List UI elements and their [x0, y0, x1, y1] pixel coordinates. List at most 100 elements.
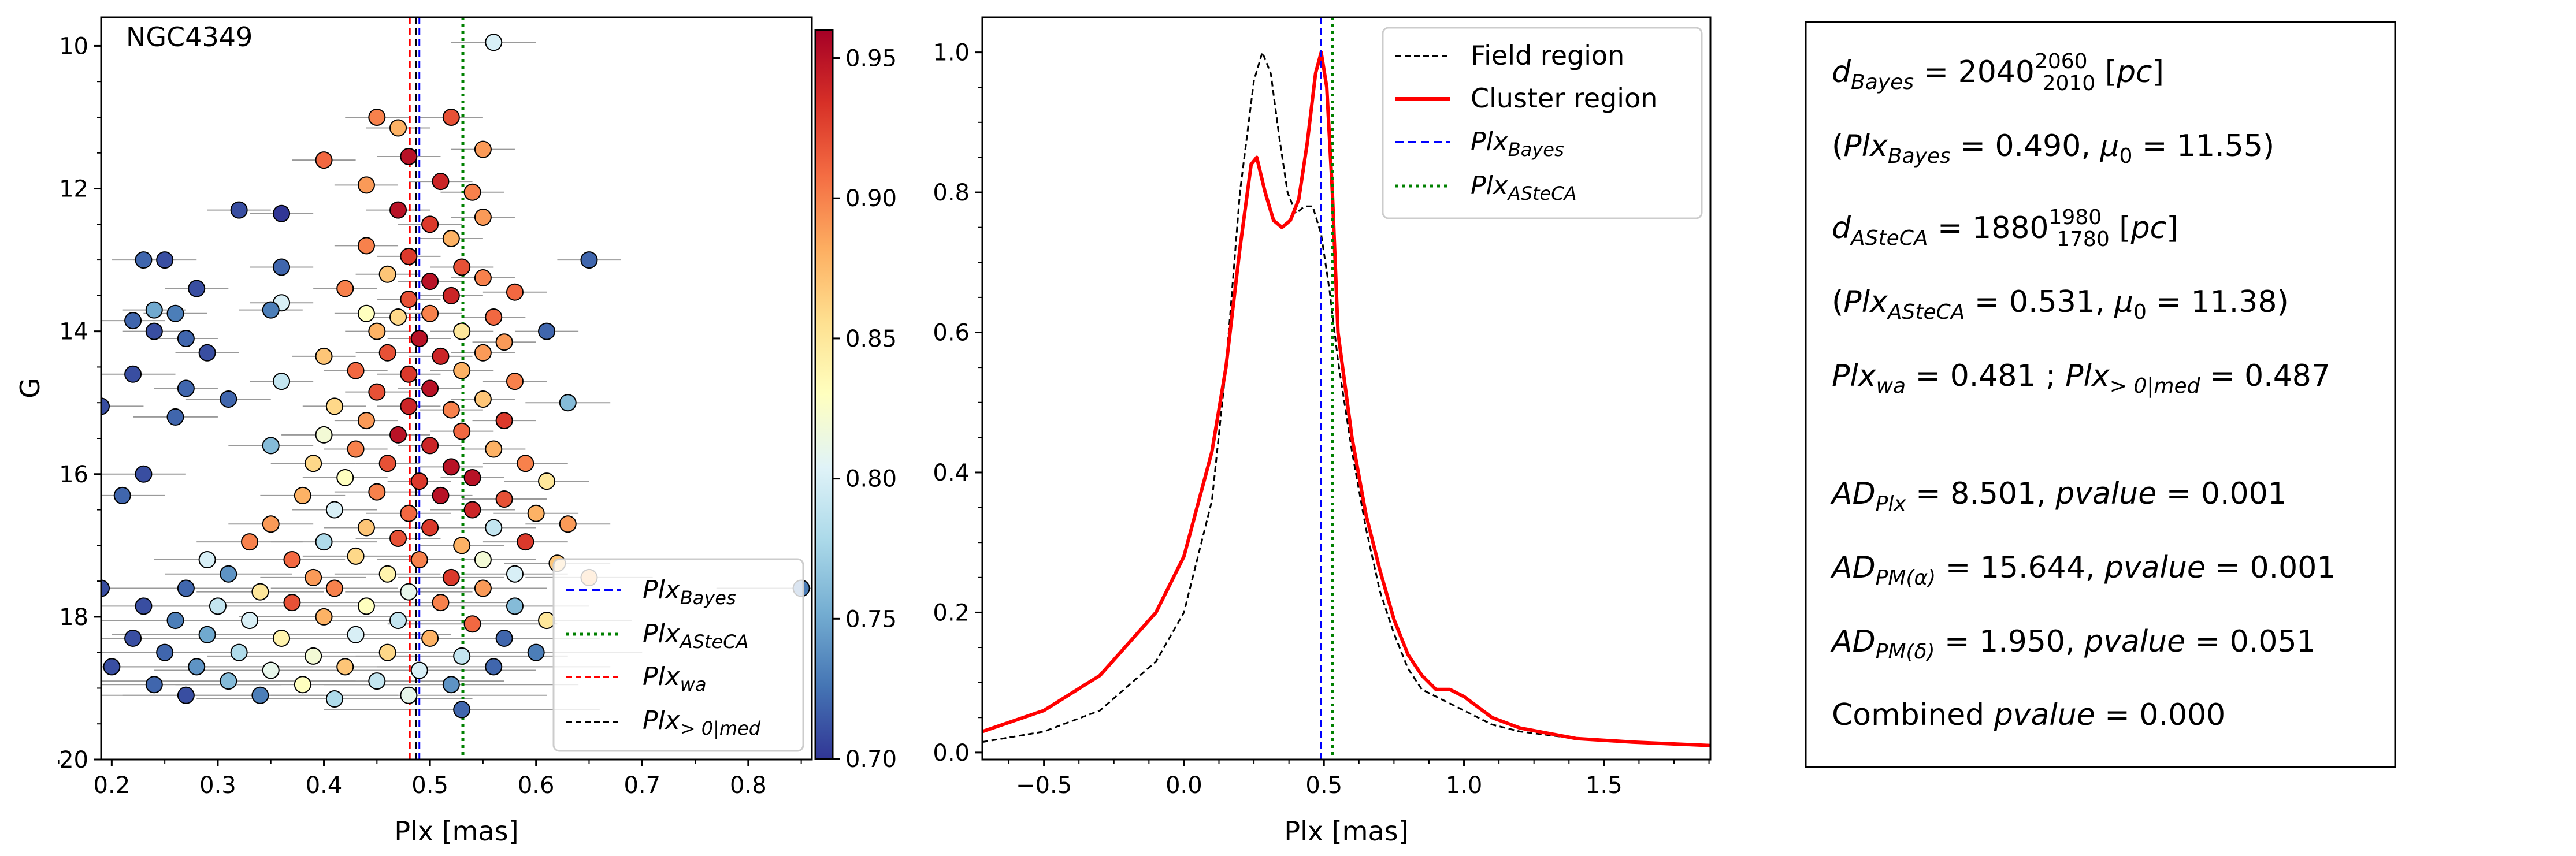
scatter-point	[463, 615, 481, 633]
scatter-point	[241, 533, 259, 551]
scatter-point	[273, 373, 291, 390]
scatter-point	[453, 701, 471, 719]
scatter-point	[421, 519, 439, 537]
legend-label-field: Field region	[1471, 40, 1624, 71]
x-tick-label: −0.5	[1016, 772, 1072, 799]
colorbar-tick-label: 0.75	[845, 606, 897, 632]
legend-label-plx-wa: Plxwa	[643, 662, 707, 695]
scatter-point	[400, 397, 418, 415]
legend-label-kde-plx-bayes: PlxBayes	[1471, 127, 1564, 161]
scatter-point	[378, 265, 396, 283]
scatter-point	[368, 383, 386, 401]
scatter-point	[410, 551, 428, 569]
scatter-point	[485, 34, 503, 51]
scatter-point	[389, 529, 407, 547]
scatter-point	[220, 565, 237, 583]
scatter-point	[495, 490, 513, 508]
stats-lines: dBayes = 20402060 2010 [pc] (PlxBayes = 0.…	[1830, 50, 2336, 732]
scatter-point	[262, 515, 280, 533]
scatter-point	[378, 344, 396, 362]
scatter-point	[347, 362, 365, 379]
scatter-point	[198, 344, 216, 362]
scatter-point	[400, 686, 418, 704]
y-tick-label: 20	[59, 747, 88, 773]
scatter-point	[400, 247, 418, 265]
y-tick-label: 14	[59, 319, 88, 345]
scatter-point	[101, 579, 110, 597]
scatter-point	[485, 440, 503, 458]
kde-y-ticks: 0.0 0.2 0.4 0.6 0.8 1.0	[933, 40, 982, 766]
scatter-point	[283, 594, 301, 612]
scatter-point	[506, 597, 524, 615]
scatter-point	[400, 147, 418, 165]
scatter-point	[442, 676, 460, 694]
stats-line: Combined pvalue = 0.000	[1832, 698, 2225, 732]
cluster-name: NGC4349	[126, 21, 253, 53]
scatter-point	[294, 486, 311, 504]
stats-line: (PlxASteCA = 0.531, μ0 = 11.38)	[1832, 285, 2289, 324]
legend-label-cluster: Cluster region	[1471, 83, 1657, 114]
scatter-point	[442, 230, 460, 248]
scatter-point	[262, 661, 280, 679]
scatter-point	[442, 401, 460, 419]
scatter-point	[347, 547, 365, 565]
scatter-point	[188, 280, 206, 297]
scatter-point	[378, 565, 396, 583]
scatter-point	[410, 661, 428, 679]
scatter-point	[442, 568, 460, 586]
scatter-point	[145, 676, 163, 694]
stats-line: (PlxBayes = 0.490, μ0 = 11.55)	[1832, 129, 2274, 168]
colorbar-gradient	[814, 29, 834, 760]
scatter-point	[251, 686, 269, 704]
scatter-point	[421, 215, 439, 233]
scatter-point	[517, 533, 534, 551]
scatter-point	[198, 626, 216, 643]
scatter-point	[368, 322, 386, 340]
x-tick-label: 0.4	[306, 772, 343, 799]
scatter-point	[177, 686, 195, 704]
scatter-point	[474, 344, 492, 362]
scatter-point	[166, 304, 184, 322]
scatter-point	[357, 519, 375, 537]
scatter-point	[198, 551, 216, 569]
colorbar-tick-label: 0.90	[845, 185, 897, 212]
scatter-point	[538, 472, 556, 490]
x-tick-label: 0.3	[199, 772, 236, 799]
x-tick-label: 0.5	[1305, 772, 1342, 799]
legend-label-plx-asteca: PlxASteCA	[643, 619, 748, 653]
scatter-point	[336, 468, 354, 486]
y-tick-label: 16	[59, 462, 88, 488]
scatter-point	[400, 504, 418, 522]
y-tick-label: 10	[59, 33, 88, 59]
x-tick-label: 0.0	[1165, 772, 1202, 799]
scatter-x-ticks: 0.2 0.3 0.4 0.5 0.6 0.7 0.8	[58, 760, 802, 799]
scatter-point	[474, 269, 492, 286]
scatter-point	[485, 308, 503, 326]
scatter-point	[474, 551, 492, 569]
y-tick-label: 0.4	[933, 460, 970, 486]
scatter-point	[305, 568, 322, 586]
scatter-point	[389, 612, 407, 630]
legend-label-plx-bayes: PlxBayes	[643, 575, 736, 609]
scatter-point	[432, 486, 450, 504]
scatter-point	[527, 504, 545, 522]
scatter-point	[305, 455, 322, 472]
scatter-point	[506, 565, 524, 583]
scatter-points	[101, 34, 810, 719]
scatter-point	[347, 440, 365, 458]
scatter-point	[357, 237, 375, 255]
legend-label-kde-plx-asteca: PlxASteCA	[1471, 171, 1576, 204]
scatter-point	[368, 672, 386, 690]
scatter-point	[474, 579, 492, 597]
scatter-point	[442, 458, 460, 476]
scatter-point	[273, 204, 291, 222]
scatter-point	[156, 251, 174, 269]
scatter-point	[517, 455, 534, 472]
scatter-point	[378, 643, 396, 661]
x-tick-label: 1.5	[1586, 772, 1623, 799]
scatter-point	[177, 330, 195, 348]
x-tick-label: 0.7	[623, 772, 660, 799]
colorbar-tick-label: 0.95	[845, 46, 897, 72]
scatter-point	[145, 322, 163, 340]
scatter-point	[474, 390, 492, 408]
